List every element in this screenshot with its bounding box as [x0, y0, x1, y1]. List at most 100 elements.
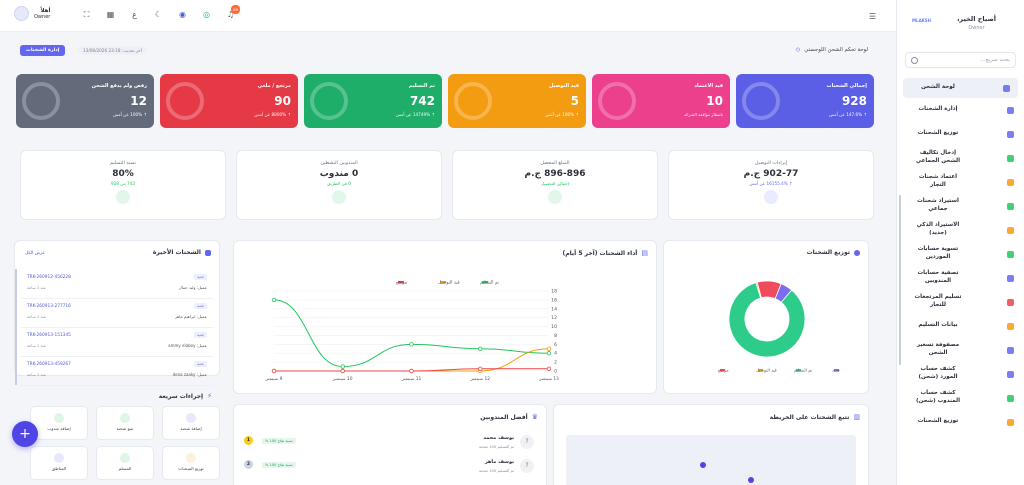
map-marker[interactable]: [700, 462, 706, 468]
kpi-card-3[interactable]: تم التسليم 742 ↑ 14749% عن أمس: [304, 74, 442, 128]
support-icon[interactable]: ◎: [203, 10, 210, 19]
language-toggle[interactable]: ع: [132, 10, 137, 19]
stat-card-label: إيرادات التوصيل: [754, 161, 788, 166]
tracking-number[interactable]: TRK-260912-456228: [27, 275, 71, 280]
series-line-0: [273, 299, 550, 368]
sidebar-scrollbar[interactable]: [899, 195, 901, 365]
menu-toggle-icon[interactable]: ☰: [868, 12, 876, 21]
sidebar-item-7[interactable]: تسوية حسابات الموردين: [897, 242, 1024, 266]
sidebar-search-input[interactable]: بحث سريع...: [980, 57, 1010, 63]
messenger-icon[interactable]: ◉: [179, 10, 186, 19]
donut-slice-3[interactable]: [756, 280, 782, 300]
fullscreen-icon[interactable]: ⛶: [83, 10, 90, 19]
sidebar-item-10[interactable]: بيانات التسليم: [897, 314, 1024, 338]
sidebar-item-11[interactable]: مصفوفة تسعير الشحن: [897, 338, 1024, 362]
courier-name: يوسف ماهر: [484, 459, 514, 465]
courier-desc: تم التسليم 100 شحنة: [479, 444, 514, 449]
legend-label: تم التسليم: [794, 368, 813, 373]
kpi-card-sub: ↑ 8800% عن أمس: [254, 112, 291, 117]
sidebar-search[interactable]: بحث سريع...: [905, 52, 1016, 68]
avatar[interactable]: [14, 6, 29, 21]
quick-action-4[interactable]: المسلم: [96, 446, 154, 480]
courier-avatar: ?: [520, 459, 534, 473]
manage-shipments-button[interactable]: إدارة الشحنات: [20, 45, 66, 56]
sidebar-item-icon: [1007, 418, 1014, 426]
data-point[interactable]: [271, 297, 277, 303]
sidebar-header: أصباح الخير، Owner MLAKSH: [897, 0, 1024, 46]
sidebar-item-12[interactable]: كشف حساب المورد (شحن): [897, 362, 1024, 386]
view-all-link[interactable]: عرض الكل: [25, 251, 46, 256]
shipment-row[interactable]: جديد TRK-260913-151345 عميل: ammy elaboy من…: [21, 329, 213, 357]
sidebar-item-2[interactable]: توزيع الشحنات: [897, 122, 1024, 146]
kpi-card-4[interactable]: مرتجع / ملغي 90 ↑ 8800% عن أمس: [160, 74, 298, 128]
data-point[interactable]: [546, 366, 552, 371]
tracking-number[interactable]: TRK-260913-277716: [27, 304, 71, 309]
data-point[interactable]: [340, 364, 345, 369]
legend-label: مرتجع: [718, 368, 729, 373]
top-couriers-title: أفضل المندوبين: [480, 413, 528, 421]
tracking-number[interactable]: TRK-260913-459267: [27, 362, 71, 367]
kpi-card-1[interactable]: قيد الاعتماد 10 بانتظار موافقة الشركة: [592, 74, 730, 128]
shipment-row[interactable]: جديد TRK-260913-277716 عميل: ابراهيم ماهر م…: [21, 300, 213, 328]
kpi-card-2[interactable]: قيد التوصيل 5 ↑ 100% عن أمس: [448, 74, 586, 128]
data-point[interactable]: [340, 368, 345, 374]
recent-scrollbar[interactable]: [15, 269, 17, 385]
sidebar-item-13[interactable]: كشف حساب المندوب (شحن): [897, 386, 1024, 410]
map-marker[interactable]: [748, 477, 754, 483]
sidebar-item-0[interactable]: لوحة الشحن: [903, 78, 1018, 98]
courier-row[interactable]: ? يوسف محمد تم التسليم 100 شحنة نسبة نجاح 1…: [242, 433, 538, 453]
quick-action-1[interactable]: تتبع شحنة: [96, 406, 154, 440]
sidebar-item-label: كشف حساب المندوب (شحن): [915, 390, 960, 404]
map-icon: ▥: [853, 413, 860, 421]
data-point[interactable]: [271, 368, 277, 374]
data-point[interactable]: [546, 351, 552, 356]
sidebar-item-8[interactable]: تصفية حسابات المندوبين: [897, 266, 1024, 290]
sidebar-item-icon: [1007, 202, 1014, 210]
data-point[interactable]: [409, 368, 414, 374]
dashboard-icon: ◷: [795, 47, 801, 53]
donut-slice-1[interactable]: [728, 282, 806, 358]
data-point[interactable]: [409, 342, 414, 347]
add-fab-button[interactable]: +: [12, 421, 38, 447]
data-point[interactable]: [478, 366, 483, 371]
shipment-time: منذ 1 ساعة: [27, 314, 46, 319]
y-tick-label: 8: [554, 333, 557, 339]
apps-grid-icon[interactable]: ▦: [106, 10, 115, 19]
notifications-icon[interactable]: ♫ 99: [226, 5, 240, 19]
sidebar-item-9[interactable]: تسليم المرتجعات للتجار: [897, 290, 1024, 314]
stat-card-icon: [116, 190, 130, 204]
shipments-map[interactable]: [566, 435, 856, 485]
quick-action-icon: [186, 453, 196, 463]
sidebar-item-label: بيانات التسليم: [918, 322, 958, 329]
sidebar-item-6[interactable]: الاستيراد الذكي (جديد): [897, 218, 1024, 242]
tracking-number[interactable]: TRK-260913-151345: [27, 333, 71, 338]
sidebar-item-5[interactable]: استيراد شحنات جماعي: [897, 194, 1024, 218]
quick-action-0[interactable]: إضافة شحنة: [162, 406, 220, 440]
quick-action-3[interactable]: توزيع الشحنات: [162, 446, 220, 480]
data-point[interactable]: [546, 346, 552, 351]
sidebar-item-label: اعتماد شحنات التجار: [918, 174, 958, 188]
sidebar-item-4[interactable]: اعتماد شحنات التجار: [897, 170, 1024, 194]
sidebar-item-14[interactable]: توزيع الشحنات: [897, 410, 1024, 434]
quick-actions-title: إجراءات سريعة: [158, 392, 204, 400]
quick-action-2[interactable]: إضافة مندوب: [30, 406, 88, 440]
sidebar-item-icon: [1007, 250, 1014, 258]
sidebar-item-label: تسوية حسابات الموردين: [917, 246, 959, 260]
kpi-card-5[interactable]: رفض ولم يدفع الشحن 12 ↑ 100% عن أمس: [16, 74, 154, 128]
sidebar-item-3[interactable]: إدخال تكاليف الشحن الجماعي: [897, 146, 1024, 170]
chart-icon: ▤: [641, 249, 648, 257]
dark-mode-icon[interactable]: ☾: [154, 10, 163, 19]
kpi-card-0[interactable]: إجمالي الشحنات 928 ↑ 147.6% عن أمس: [736, 74, 874, 128]
shipment-row[interactable]: جديد TRK-260913-459267 عميل: dena zaaky منذ…: [21, 358, 213, 386]
data-point[interactable]: [478, 346, 483, 351]
topbar-user[interactable]: أهلاً Owner: [14, 6, 50, 21]
sidebar: أصباح الخير، Owner MLAKSH بحث سريع... لو…: [896, 0, 1024, 485]
topbar-user-name: أهلاً: [40, 7, 51, 14]
stat-cards: إيرادات التوصيل 902-77 ج.م ↑ 16155.4% عن أ…: [14, 150, 874, 222]
quick-action-5[interactable]: المناطق: [30, 446, 88, 480]
shipment-row[interactable]: جديد TRK-260912-456228 عميل: وليد جمال منذ …: [21, 271, 213, 299]
sidebar-item-1[interactable]: إدارة الشحنات: [897, 98, 1024, 122]
status-badge: جديد: [194, 332, 207, 338]
courier-row[interactable]: ? يوسف ماهر تم التسليم 100 شحنة نسبة نجاح 1…: [242, 457, 538, 477]
stat-card-sub: 0 في الطريق: [327, 181, 351, 186]
